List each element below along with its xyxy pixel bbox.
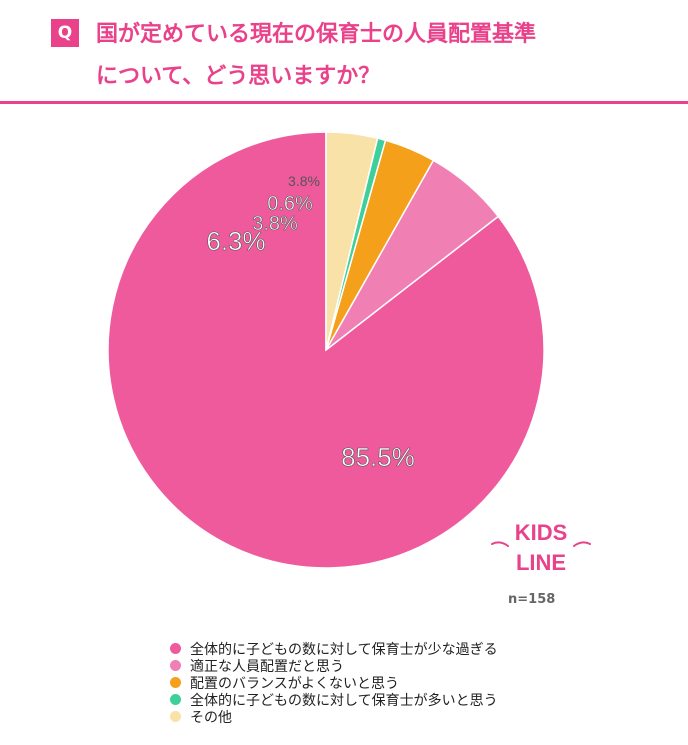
- legend-label-too-few: 全体的に子どもの数に対して保育士が少な過ぎる: [190, 641, 498, 658]
- slice-label-appropriate: 6.3%: [206, 226, 265, 256]
- chart-legend: 全体的に子どもの数に対して保育士が少な過ぎる 適正な人員配置だと思う 配置のバランス…: [170, 640, 498, 726]
- slice-label-imbalanced: 3.8%: [252, 213, 298, 235]
- legend-item-too-few: 全体的に子どもの数に対して保育士が少な過ぎる: [170, 640, 498, 658]
- legend-label-other: その他: [190, 709, 232, 726]
- legend-label-appropriate: 適正な人員配置だと思う: [190, 658, 344, 675]
- legend-label-imbalanced: 配置のバランスがよくないと思う: [190, 675, 400, 692]
- legend-item-too-many: 全体的に子どもの数に対して保育士が多いと思う: [170, 691, 498, 709]
- legend-swatch-appropriate: [170, 660, 181, 671]
- logo-line1: KIDS: [515, 520, 568, 545]
- legend-swatch-other: [170, 711, 181, 722]
- q-badge: Q: [51, 19, 79, 47]
- legend-item-other: その他: [170, 708, 498, 726]
- legend-label-too-many: 全体的に子どもの数に対して保育士が多いと思う: [190, 692, 498, 709]
- legend-swatch-too-many: [170, 694, 181, 705]
- question-title: 国が定めている現在の保育士の人員配置基準 について、どう思いますか？: [96, 22, 537, 89]
- header-divider: [0, 101, 688, 104]
- pie-slice-other: [325, 131, 379, 351]
- sample-size: n=158: [508, 592, 556, 607]
- legend-swatch-imbalanced: [170, 677, 181, 688]
- question-header: Q 国が定めている現在の保育士の人員配置基準 について、どう思いますか？: [0, 0, 688, 104]
- slice-label-too-few: 85.5%: [341, 442, 415, 472]
- slice-label-too-many: 0.6%: [267, 193, 313, 215]
- kidsline-logo: KIDS LINE: [491, 520, 591, 575]
- legend-item-appropriate: 適正な人員配置だと思う: [170, 657, 498, 675]
- slice-label-other: 3.8%: [288, 173, 320, 189]
- legend-item-imbalanced: 配置のバランスがよくないと思う: [170, 674, 498, 692]
- logo-line2: LINE: [516, 550, 566, 575]
- legend-swatch-too-few: [170, 643, 181, 654]
